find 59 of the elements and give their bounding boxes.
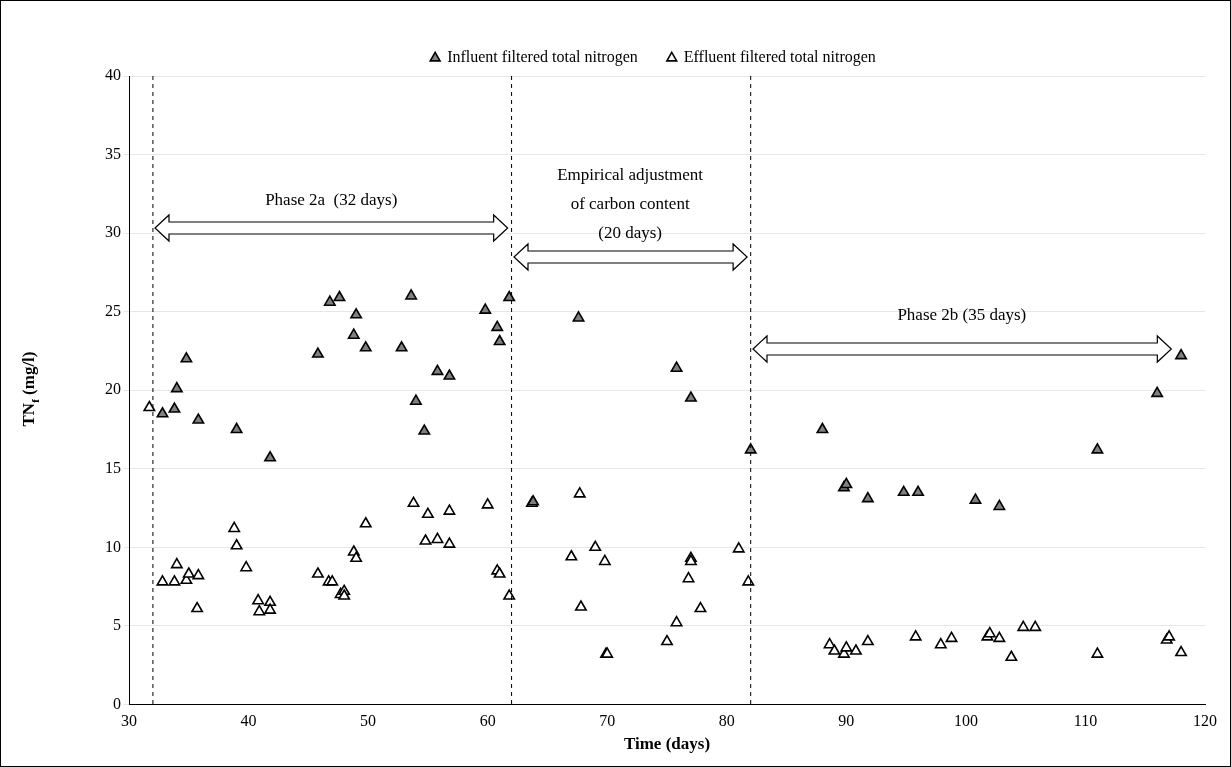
point bbox=[670, 361, 683, 373]
point bbox=[431, 364, 444, 376]
y-tick-label: 5 bbox=[113, 616, 121, 634]
point bbox=[311, 347, 324, 358]
point bbox=[333, 290, 346, 302]
point bbox=[359, 340, 372, 352]
point bbox=[395, 340, 408, 352]
y-tick-label: 25 bbox=[105, 301, 121, 319]
y-tick-label: 30 bbox=[105, 223, 121, 241]
point bbox=[897, 485, 910, 497]
point bbox=[1151, 386, 1164, 398]
x-tick-label: 90 bbox=[838, 712, 855, 730]
point bbox=[409, 394, 422, 405]
x-tick-label: 120 bbox=[1193, 712, 1217, 730]
point bbox=[1091, 443, 1104, 454]
x-axis-title: Time (days) bbox=[623, 734, 711, 754]
x-tick-label: 110 bbox=[1073, 712, 1098, 730]
point bbox=[350, 307, 363, 319]
y-tick-label: 20 bbox=[105, 380, 121, 398]
y-tick-label: 15 bbox=[105, 458, 121, 476]
legend-label: Effluent filtered total nitrogen bbox=[683, 48, 876, 67]
point bbox=[969, 493, 982, 504]
y-tick-label: 0 bbox=[113, 694, 121, 712]
point bbox=[816, 422, 829, 434]
point bbox=[418, 424, 431, 435]
annotation: Phase 2a (32 days) bbox=[265, 189, 398, 211]
annotation: Empirical adjustment of carbon content (20 days) bbox=[557, 164, 704, 244]
point bbox=[323, 295, 336, 307]
point bbox=[180, 351, 193, 363]
point bbox=[861, 491, 874, 503]
x-tick-label: 80 bbox=[718, 712, 735, 730]
point bbox=[912, 485, 925, 497]
point bbox=[156, 406, 169, 418]
point bbox=[479, 303, 492, 314]
point bbox=[493, 334, 506, 346]
annotation: Phase 2b (35 days) bbox=[897, 304, 1027, 326]
point bbox=[264, 450, 277, 462]
point bbox=[192, 413, 205, 424]
point bbox=[168, 402, 181, 413]
legend-label: Influent filtered total nitrogen bbox=[447, 48, 638, 67]
y-tick-label: 10 bbox=[105, 537, 121, 555]
point bbox=[993, 499, 1006, 511]
x-tick-label: 60 bbox=[479, 712, 496, 730]
x-tick-label: 100 bbox=[953, 712, 978, 730]
x-tick-label: 40 bbox=[240, 712, 257, 730]
y-tick-label: 40 bbox=[105, 66, 121, 84]
point bbox=[572, 311, 585, 322]
point bbox=[405, 289, 418, 300]
point bbox=[503, 290, 516, 302]
point bbox=[1175, 348, 1188, 360]
point bbox=[230, 422, 243, 434]
point bbox=[491, 320, 504, 332]
point bbox=[347, 328, 360, 340]
point bbox=[170, 381, 183, 393]
y-tick-label: 35 bbox=[105, 144, 121, 162]
point bbox=[443, 369, 456, 380]
x-tick-label: 50 bbox=[360, 712, 377, 730]
x-tick-label: 70 bbox=[599, 712, 616, 730]
point bbox=[684, 391, 697, 402]
